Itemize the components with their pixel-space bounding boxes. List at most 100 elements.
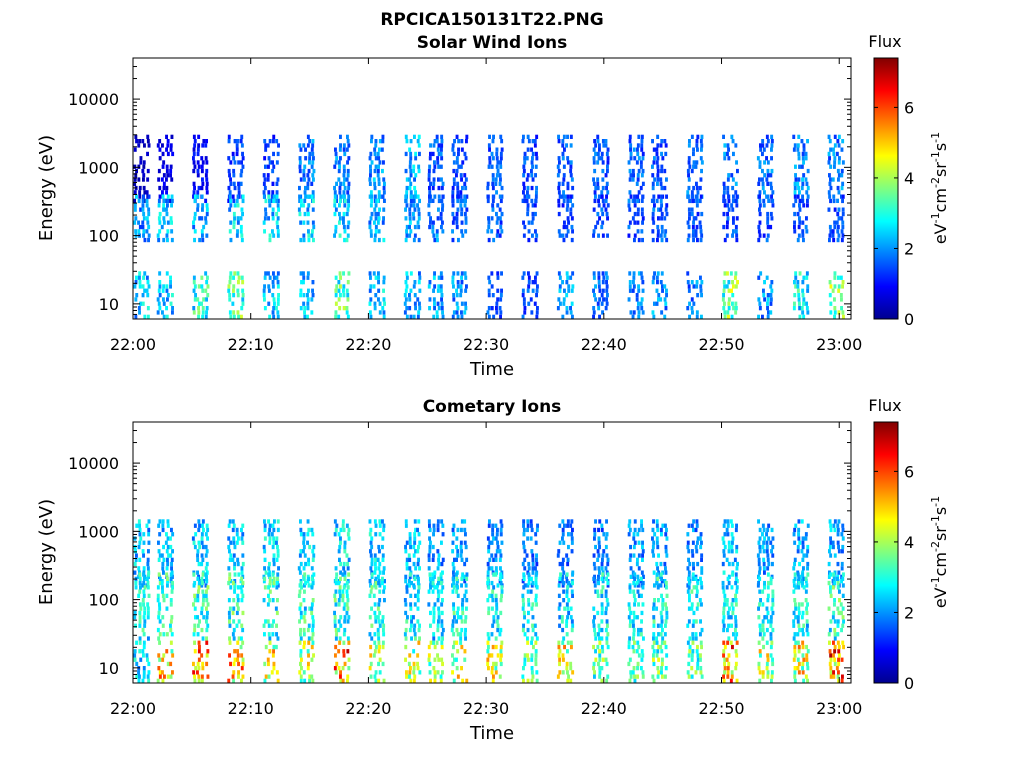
- heatmap-cell: [206, 649, 210, 654]
- heatmap-cell: [302, 143, 306, 148]
- heatmap-cell: [156, 233, 160, 238]
- heatmap-cell: [267, 194, 271, 199]
- heatmap-cell: [134, 580, 138, 586]
- heatmap-cell: [604, 657, 608, 662]
- heatmap-cell: [727, 661, 731, 667]
- heatmap-cell: [342, 585, 346, 590]
- heatmap-cell: [836, 527, 840, 533]
- heatmap-cell: [801, 557, 805, 562]
- heatmap-cell: [464, 306, 468, 311]
- heatmap-cell: [432, 666, 436, 671]
- x-ticks: 22:00 22:10 22:20 22:30 22:40 22:50 23:00: [110, 422, 862, 718]
- heatmap-cell: [659, 583, 663, 588]
- heatmap-cell: [804, 589, 808, 594]
- heatmap-cell: [204, 143, 208, 148]
- heatmap-cell: [156, 585, 160, 590]
- heatmap-cell: [308, 151, 312, 157]
- heatmap-cell: [663, 284, 667, 289]
- heatmap-cell: [456, 610, 459, 616]
- heatmap-cell: [793, 211, 797, 217]
- heatmap-cell: [600, 636, 604, 641]
- heatmap-cell: [561, 181, 565, 186]
- heatmap-cell: [699, 229, 703, 234]
- heatmap-cell: [629, 574, 633, 579]
- heatmap-cell: [563, 220, 566, 225]
- heatmap-cell: [158, 156, 162, 161]
- heatmap-cell: [146, 280, 150, 285]
- heatmap-cell: [133, 207, 137, 212]
- heatmap-cell: [769, 644, 773, 650]
- heatmap-cell: [535, 185, 538, 191]
- heatmap-cell: [691, 540, 695, 545]
- heatmap-cell: [771, 190, 775, 195]
- heatmap-cell: [236, 640, 240, 645]
- heatmap-cell: [463, 519, 467, 524]
- heatmap-cell: [796, 211, 800, 217]
- heatmap-cell: [201, 306, 205, 311]
- heatmap-cell: [499, 627, 503, 633]
- heatmap-cell: [133, 570, 137, 575]
- heatmap-cell: [793, 540, 797, 545]
- heatmap-cell: [427, 519, 431, 524]
- heatmap-cell: [690, 653, 694, 658]
- heatmap-cell: [414, 194, 418, 199]
- heatmap-cell: [628, 519, 632, 524]
- heatmap-cell: [570, 589, 574, 594]
- heatmap-cell: [197, 134, 201, 139]
- heatmap-cell: [660, 661, 664, 667]
- heatmap-cell: [762, 540, 766, 545]
- heatmap-cell: [793, 527, 797, 533]
- heatmap-cell: [333, 623, 337, 628]
- heatmap-cell: [346, 606, 350, 611]
- heatmap-cell: [841, 280, 845, 285]
- heatmap-cell: [758, 177, 761, 182]
- heatmap-cell: [427, 644, 431, 650]
- heatmap-cell: [307, 661, 310, 667]
- heatmap-cell: [793, 557, 797, 562]
- heatmap-cell: [691, 576, 695, 581]
- heatmap-cell: [432, 532, 435, 537]
- heatmap-cell: [228, 636, 231, 641]
- heatmap-cell: [232, 540, 236, 545]
- heatmap-cell: [498, 632, 502, 637]
- heatmap-cell: [494, 661, 498, 667]
- heatmap-cell: [487, 293, 491, 298]
- heatmap-cell: [267, 593, 270, 598]
- heatmap-cell: [597, 271, 601, 276]
- heatmap-cell: [536, 523, 539, 528]
- heatmap-cell: [241, 580, 245, 586]
- heatmap-cell: [451, 198, 455, 204]
- heatmap-cell: [605, 185, 608, 191]
- heatmap-cell: [157, 288, 161, 293]
- heatmap-cell: [529, 536, 533, 541]
- heatmap-cell: [722, 190, 726, 195]
- heatmap-cell: [592, 147, 596, 152]
- heatmap-cell: [499, 610, 503, 616]
- heatmap-cell: [193, 284, 197, 289]
- heatmap-cell: [569, 164, 573, 169]
- heatmap-cell: [157, 557, 161, 562]
- heatmap-cell: [369, 644, 373, 650]
- heatmap-cell: [147, 572, 150, 577]
- heatmap-cell: [306, 194, 310, 199]
- heatmap-cell: [696, 540, 699, 545]
- heatmap-cell: [695, 549, 699, 554]
- heatmap-cell: [798, 314, 802, 319]
- heatmap-cell: [686, 589, 690, 594]
- heatmap-cell: [732, 229, 735, 234]
- heatmap-cell: [652, 275, 656, 280]
- heatmap-cell: [652, 678, 656, 683]
- heatmap-cell: [413, 519, 417, 524]
- heatmap-cell: [264, 147, 268, 152]
- heatmap-cell: [440, 623, 444, 628]
- heatmap-cell: [833, 134, 837, 139]
- heatmap-cell: [722, 606, 726, 611]
- heatmap-cell: [833, 644, 837, 650]
- heatmap-cell: [521, 627, 525, 633]
- heatmap-cell: [164, 540, 168, 545]
- heatmap-cell: [842, 572, 845, 577]
- heatmap-cell: [146, 580, 150, 586]
- heatmap-cell: [275, 536, 279, 541]
- heatmap-cell: [486, 185, 490, 191]
- heatmap-cell: [431, 576, 435, 581]
